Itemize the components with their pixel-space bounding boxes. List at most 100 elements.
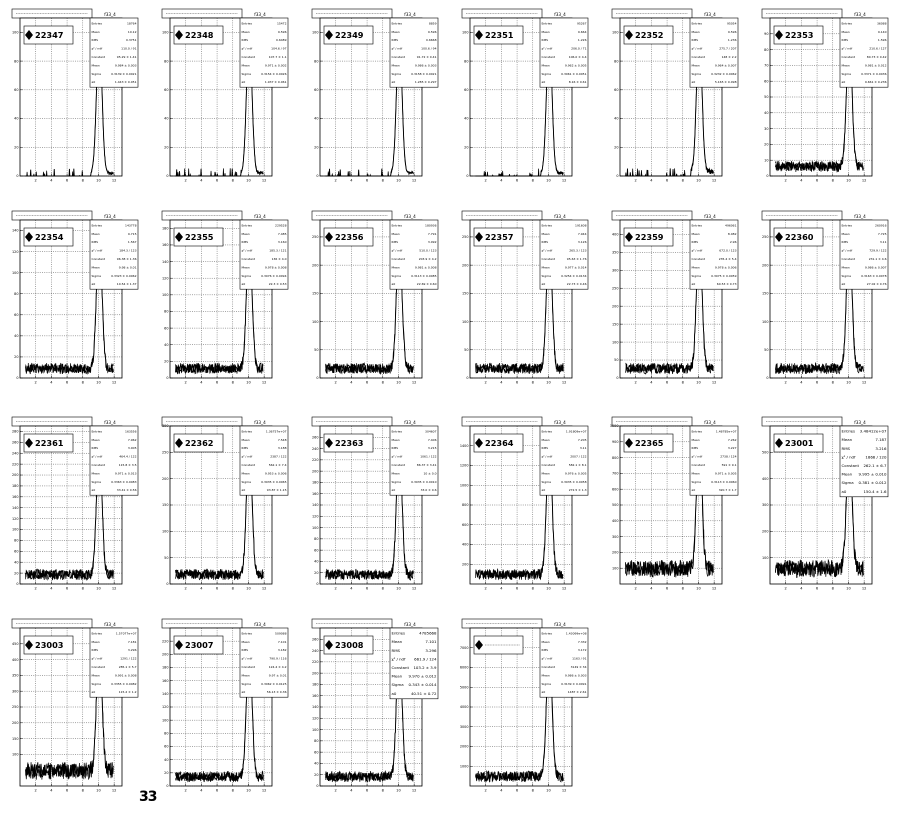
stat-label: χ² / ndf — [842, 249, 854, 253]
hist-title: f33_4 — [254, 622, 266, 627]
stat-value: 3.215 — [428, 446, 437, 450]
x-tick-label: 12 — [562, 381, 567, 385]
run-label-text: 22362 — [185, 438, 213, 448]
diamond-marker-icon — [175, 640, 183, 650]
y-tick-label: 140 — [312, 503, 318, 507]
y-tick-label: 40 — [764, 111, 768, 115]
stat-label: Mean — [842, 63, 850, 67]
run-label: 22360 — [773, 227, 824, 247]
y-tick-label: 260 — [312, 435, 318, 439]
y-tick-label: 40 — [164, 343, 168, 347]
stat-label: Mean — [242, 438, 250, 442]
run-label-box — [473, 25, 524, 45]
histogram-panel: f33_4 2 4 6 8 10 12 0 50 100 150 200 250 22360 Entries… — [760, 210, 900, 414]
stat-value: 7.944 — [578, 232, 587, 236]
y-tick-label: 80 — [314, 739, 318, 743]
y-tick-label: 140 — [162, 260, 168, 264]
stat-label: a0 — [692, 488, 696, 492]
run-label: 23007 — [173, 635, 224, 655]
y-tick-label: 800 — [462, 503, 468, 507]
stat-label: RMS — [392, 648, 401, 653]
stat-label: a0 — [242, 80, 246, 84]
y-tick-label: 100 — [162, 293, 168, 297]
y-tick-label: 20 — [164, 145, 168, 149]
y-tick-label: 150 — [612, 322, 618, 326]
x-tick-label: 8 — [532, 381, 535, 385]
stat-label: Entries — [692, 429, 703, 433]
stats-frame — [839, 219, 889, 290]
x-tick-label: 2 — [485, 381, 487, 385]
stat-label: RMS — [842, 38, 849, 42]
hist-title: f33_4 — [404, 622, 416, 627]
stat-value: 115.2 ± 1.2 — [119, 690, 137, 694]
stat-value: 1.937 ± 0.061 — [265, 80, 287, 84]
y-tick-label: 300 — [162, 424, 168, 428]
run-label-text: 22354 — [35, 232, 64, 242]
stat-label: RMS — [542, 38, 549, 42]
stat-label: Entries — [392, 631, 406, 636]
stat-label: χ² / ndf — [392, 47, 404, 51]
x-tick-label: 8 — [532, 789, 535, 793]
stat-label: Mean — [92, 471, 100, 475]
y-tick-label: 60 — [464, 88, 468, 92]
stats-box: Entries 163556 Mean 7.962 RMS 3.005 χ² / ndf 46… — [89, 425, 139, 496]
stat-label: Mean — [242, 640, 250, 644]
x-tick-label: 12 — [412, 789, 417, 793]
stat-value: 106.0 ± 4.4 — [569, 55, 587, 59]
x-tick-label: 4 — [200, 179, 203, 183]
y-tick-label: 90 — [764, 32, 768, 36]
stat-value: 18764 — [127, 21, 137, 25]
y-tick-label: 600 — [612, 487, 618, 491]
run-label-box — [323, 433, 374, 453]
y-tick-label: 250 — [612, 286, 618, 290]
stats-box: Entries 1.57077e+07 Mean 7.181 RMS 3.296 χ² / … — [89, 627, 139, 698]
stat-label: RMS — [842, 446, 851, 451]
y-tick-label: 200 — [12, 721, 18, 725]
stat-label: Mean — [242, 30, 250, 34]
stat-value: 262.1 ± 6.7 — [863, 463, 887, 468]
x-tick-label: 10 — [846, 587, 851, 591]
x-tick-label: 8 — [82, 381, 85, 385]
stat-label: Sigma — [92, 480, 102, 484]
x-tick-label: 10 — [546, 381, 551, 385]
stat-value: 3149 ± 34 — [571, 665, 587, 669]
x-tick-label: 8 — [682, 587, 685, 591]
stat-label: Mean — [242, 232, 250, 236]
stat-value: 7.406 — [428, 438, 437, 442]
stat-label: Entries — [542, 223, 553, 227]
y-tick-label: 60 — [314, 88, 318, 92]
run-label-text: 22363 — [335, 438, 364, 448]
x-tick-label: 2 — [785, 381, 787, 385]
x-tick-label: 4 — [800, 381, 803, 385]
x-tick-label: 2 — [335, 587, 337, 591]
stat-value: 27.02 ± 0.76 — [867, 282, 887, 286]
stat-value: 0.3323 ± 0.0062 — [111, 274, 137, 278]
diamond-marker-icon — [475, 640, 483, 650]
diamond-marker-icon — [325, 438, 333, 448]
stat-label: Entries — [92, 223, 103, 227]
y-tick-label: 0 — [16, 376, 18, 380]
stat-value: 9.995 ± 0.010 — [858, 472, 887, 477]
x-tick-label: 12 — [412, 381, 417, 385]
x-tick-label: 12 — [562, 179, 567, 183]
stat-value: 7.101 — [278, 640, 287, 644]
stat-label: Mean — [842, 30, 850, 34]
x-tick-label: 2 — [185, 381, 187, 385]
histogram-panel: f33_4 2 4 6 8 10 12 0 20 40 60 80 100 22351 Entries 952… — [460, 8, 610, 212]
stats-frame — [539, 17, 589, 88]
stat-label: Constant — [242, 55, 256, 59]
stat-label: Mean — [392, 30, 400, 34]
stat-value: 10.12 — [128, 30, 137, 34]
stat-value: 40.51 ± 0.72 — [411, 691, 437, 696]
stats-frame — [89, 627, 139, 698]
histogram-panel: f33_4 2 4 6 8 10 12 0 20 40 60 80 100 22349 Entries 885… — [310, 8, 460, 212]
y-tick-label: 80 — [314, 537, 318, 541]
histogram-plot: f33_4 2 4 6 8 10 12 100 200 300 400 500 23001 Entries… — [761, 416, 889, 591]
y-tick-label: 80 — [164, 310, 168, 314]
y-tick-label: 250 — [312, 235, 318, 239]
stats-frame — [689, 219, 739, 290]
stat-label: Mean — [392, 674, 403, 679]
stat-value: 3.160 — [278, 240, 287, 244]
stat-label: Mean — [542, 30, 550, 34]
y-tick-label: 50 — [464, 348, 468, 352]
